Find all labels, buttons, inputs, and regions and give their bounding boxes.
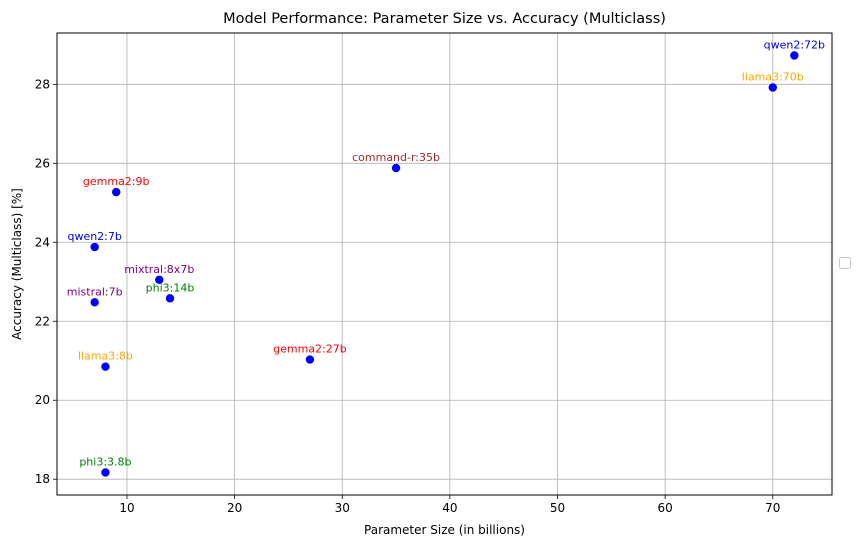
y-tick-label: 20 [35, 393, 50, 407]
x-tick-label: 20 [227, 501, 242, 515]
point-label: phi3:3.8b [79, 455, 131, 468]
point-label: mixtral:8x7b [124, 263, 194, 276]
grid-layer [57, 33, 832, 495]
y-tick-label: 26 [35, 156, 50, 170]
point-label: qwen2:7b [67, 230, 121, 243]
x-tick-label: 30 [335, 501, 350, 515]
data-point [101, 468, 110, 477]
data-point [790, 51, 799, 60]
x-tick-label: 10 [119, 501, 134, 515]
point-label: command-r:35b [352, 151, 440, 164]
point-label: llama3:8b [78, 350, 133, 363]
data-point [305, 355, 315, 364]
plot-frame [56, 32, 833, 496]
point-label: gemma2:27b [273, 343, 347, 356]
point-label: qwen2:72b [764, 39, 825, 52]
y-tick-label: 22 [35, 314, 50, 328]
x-tick-label: 60 [658, 501, 673, 515]
labels-layer: qwen2:72b llama3:70b command-r:35b gemma2:9… [67, 39, 825, 469]
data-point [90, 242, 99, 252]
point-label: phi3:14b [146, 281, 195, 294]
chart-title: Model Performance: Parameter Size vs. Ac… [223, 11, 666, 27]
ticks-layer: 10 20 30 40 50 60 70 18 20 22 24 26 28 [35, 77, 781, 515]
y-axis-title: Accuracy (Multiclass) [%] [10, 188, 24, 340]
data-point [768, 83, 777, 92]
x-tick-label: 70 [765, 501, 780, 515]
point-label: mistral:7b [67, 285, 123, 298]
point-label: gemma2:9b [83, 175, 150, 188]
data-point [391, 163, 401, 173]
x-tick-label: 40 [442, 501, 457, 515]
data-point [90, 298, 99, 307]
x-axis-title: Parameter Size (in billions) [364, 523, 525, 537]
data-point [155, 275, 164, 284]
point-label: llama3:70b [742, 70, 804, 83]
y-tick-label: 18 [35, 472, 50, 486]
points-layer [90, 51, 799, 477]
data-point [165, 294, 175, 303]
data-point [101, 362, 110, 371]
x-tick-label: 50 [550, 501, 565, 515]
y-tick-label: 28 [35, 77, 50, 91]
y-tick-label: 24 [35, 235, 50, 249]
data-point [112, 187, 121, 197]
legend-box [839, 257, 851, 269]
